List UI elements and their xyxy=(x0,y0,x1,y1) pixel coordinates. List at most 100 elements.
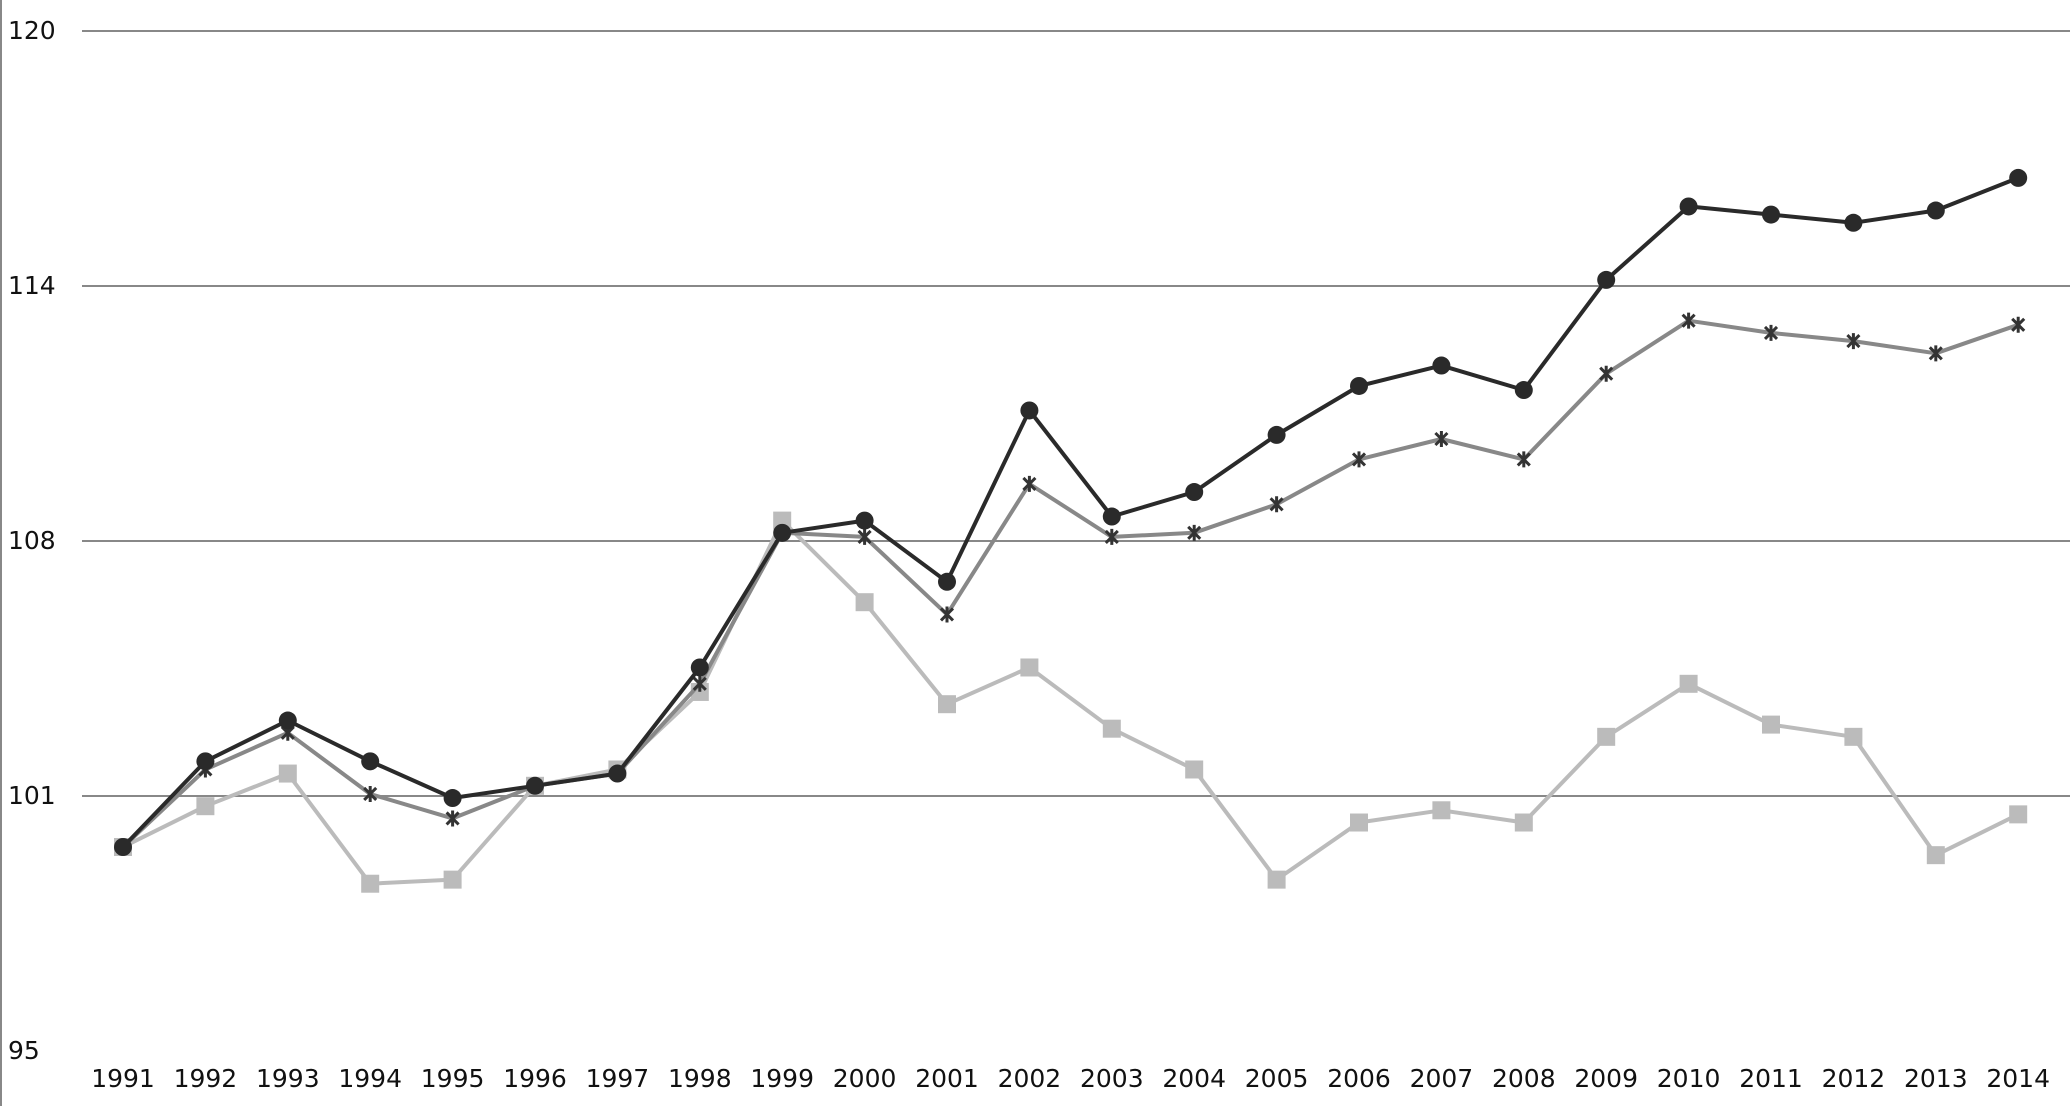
data-point xyxy=(855,593,874,612)
data-point xyxy=(1926,201,1945,220)
x-tick-label: 2012 xyxy=(1822,1064,1886,1093)
x-tick-labels: 1991 1992 1993 1994 1995 1996 1997 1998 1999 2000… xyxy=(91,1064,2050,1093)
data-point xyxy=(1269,496,1284,513)
x-tick-label: 2008 xyxy=(1492,1064,1556,1093)
data-point xyxy=(1022,475,1037,492)
series-line xyxy=(121,318,2019,849)
data-point xyxy=(1599,365,1614,382)
data-point xyxy=(2009,168,2028,187)
data-point xyxy=(939,606,955,623)
data-point xyxy=(526,776,544,795)
data-point xyxy=(1267,425,1286,444)
x-tick-label: 2002 xyxy=(998,1064,1062,1093)
data-point xyxy=(773,523,792,542)
data-point xyxy=(1514,813,1533,832)
data-point xyxy=(1762,205,1780,224)
data-point xyxy=(1267,870,1286,889)
x-tick-label: 1999 xyxy=(750,1064,814,1093)
x-tick-label: 1994 xyxy=(338,1064,402,1093)
data-point xyxy=(445,810,460,827)
data-point xyxy=(278,764,297,783)
data-point xyxy=(1351,451,1367,468)
data-point xyxy=(1434,431,1449,447)
data-point xyxy=(443,789,462,808)
y-tick-label: 108 xyxy=(8,526,56,555)
data-point xyxy=(1681,312,1696,329)
y-tick-label: 95 xyxy=(8,1036,40,1065)
data-point xyxy=(443,870,462,889)
series-line xyxy=(121,176,2019,849)
x-tick-label: 2006 xyxy=(1327,1064,1391,1093)
x-tick-label: 1998 xyxy=(668,1064,732,1093)
data-point xyxy=(1926,846,1945,865)
data-point xyxy=(114,838,132,856)
series-group xyxy=(114,168,2028,893)
data-point xyxy=(196,752,215,771)
data-point xyxy=(938,695,956,714)
data-point xyxy=(2011,316,2026,333)
data-point xyxy=(1844,213,1863,232)
data-point xyxy=(1020,658,1039,677)
series-line xyxy=(122,518,2020,886)
data-point xyxy=(1679,197,1698,216)
y-tick-label: 114 xyxy=(8,271,56,300)
y-tick-label: 120 xyxy=(8,16,56,45)
x-tick-label: 2001 xyxy=(915,1064,979,1093)
x-tick-label: 2009 xyxy=(1574,1064,1638,1093)
data-point xyxy=(1350,813,1368,832)
data-point xyxy=(690,658,709,677)
data-point xyxy=(361,874,380,893)
x-tick-label: 1991 xyxy=(91,1064,155,1093)
data-point xyxy=(1928,345,1943,362)
x-tick-label: 1993 xyxy=(256,1064,320,1093)
data-point xyxy=(1102,719,1121,738)
data-point xyxy=(1514,381,1533,400)
data-point xyxy=(938,572,956,591)
data-point xyxy=(1597,727,1616,746)
series-square xyxy=(114,511,2028,893)
data-point xyxy=(1844,727,1863,746)
x-tick-label: 2007 xyxy=(1410,1064,1474,1093)
x-tick-label: 2011 xyxy=(1739,1064,1803,1093)
x-tick-label: 1995 xyxy=(421,1064,485,1093)
x-tick-label: 2013 xyxy=(1904,1064,1968,1093)
data-point xyxy=(1597,270,1616,289)
x-tick-label: 1992 xyxy=(174,1064,238,1093)
data-point xyxy=(1763,324,1779,341)
data-point xyxy=(1185,760,1204,779)
x-tick-label: 2014 xyxy=(1986,1064,2050,1093)
data-point xyxy=(278,711,297,730)
x-tick-label: 2000 xyxy=(833,1064,897,1093)
data-point xyxy=(608,764,627,783)
data-point xyxy=(1762,715,1780,734)
x-tick-label: 2003 xyxy=(1080,1064,1144,1093)
y-tick-labels: 95 101 108 114 120 xyxy=(8,16,56,1065)
x-tick-label: 2010 xyxy=(1657,1064,1721,1093)
x-tick-label: 2004 xyxy=(1162,1064,1226,1093)
data-point xyxy=(1020,401,1039,420)
data-point xyxy=(692,675,707,692)
data-point xyxy=(1185,483,1204,502)
x-tick-label: 1997 xyxy=(586,1064,650,1093)
series-circle xyxy=(114,168,2028,856)
data-point xyxy=(1432,356,1451,375)
data-point xyxy=(1516,451,1531,468)
data-point xyxy=(857,528,872,545)
y-tick-label: 101 xyxy=(8,781,56,810)
data-point xyxy=(1679,674,1698,693)
data-point xyxy=(1432,801,1451,820)
data-point xyxy=(361,752,380,771)
data-point xyxy=(1350,376,1368,395)
gridlines xyxy=(82,30,2070,797)
data-point xyxy=(2009,805,2028,824)
data-point xyxy=(1846,333,1861,350)
data-point xyxy=(855,511,874,530)
data-point xyxy=(1187,524,1202,541)
data-point xyxy=(196,797,215,816)
x-tick-label: 2005 xyxy=(1245,1064,1309,1093)
series-star xyxy=(115,312,2026,855)
x-tick-label: 1996 xyxy=(503,1064,567,1093)
data-point xyxy=(1102,507,1121,526)
data-point xyxy=(363,785,378,802)
